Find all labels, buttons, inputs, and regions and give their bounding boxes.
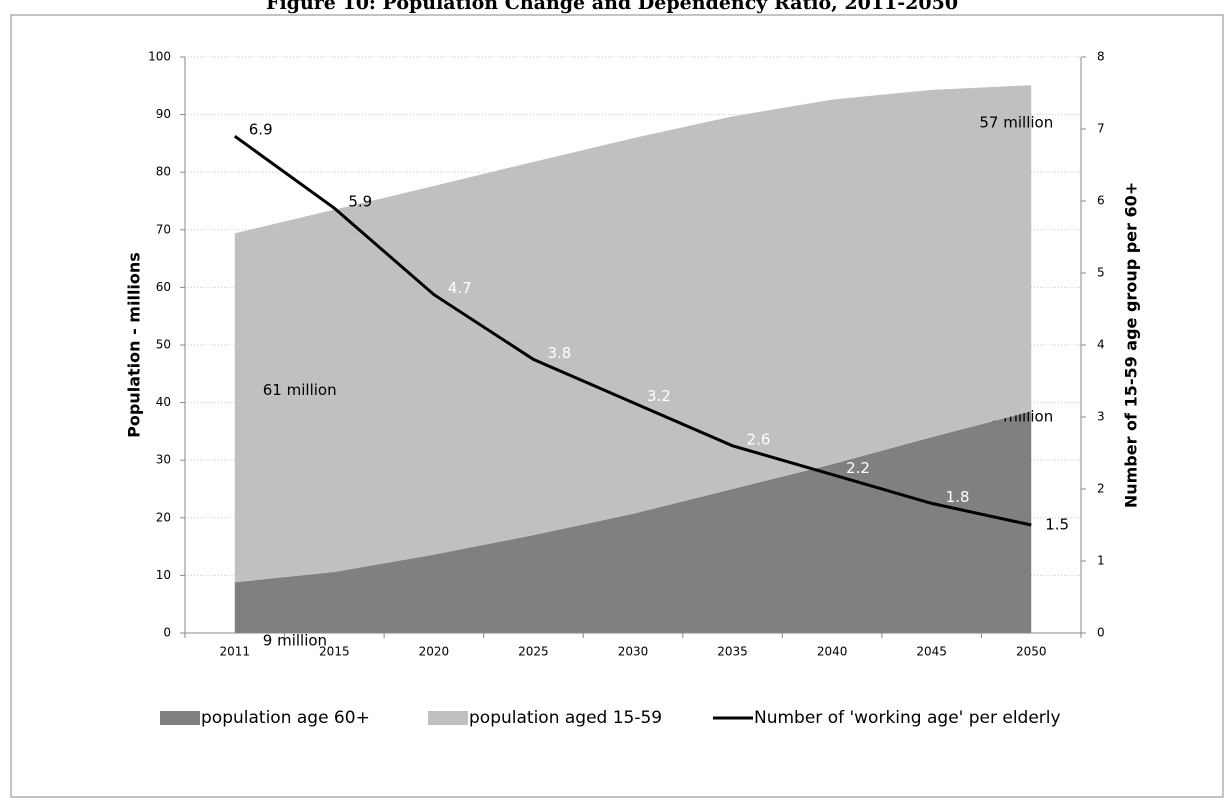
legend-swatch: [428, 711, 468, 725]
y-tick-label: 40: [156, 395, 171, 409]
chart-title: Figure 10: Population Change and Depende…: [266, 0, 958, 14]
y2-axis-label: Number of 15-59 age group per 60+: [1122, 182, 1141, 508]
legend-swatch: [160, 711, 200, 725]
y2-tick-label: 0: [1097, 626, 1105, 640]
y-tick-label: 10: [156, 568, 171, 582]
y2-tick-label: 8: [1097, 50, 1105, 64]
data-label: 1.5: [1045, 516, 1069, 534]
line: [233, 134, 1032, 527]
y2-tick-label: 4: [1097, 338, 1105, 352]
legend-label: Number of 'working age' per elderly: [754, 708, 1061, 728]
data-label: 4.7: [448, 279, 472, 297]
data-label: 9 million: [263, 632, 327, 650]
x-tick-label: 2050: [1016, 645, 1047, 659]
y-tick-label: 90: [156, 107, 171, 121]
y-axis-label: Population - millions: [125, 252, 144, 438]
x-tick-label: 2035: [717, 645, 748, 659]
y2-tick-label: 3: [1097, 410, 1105, 424]
y2-tick-label: 6: [1097, 194, 1105, 208]
area: [234, 85, 1032, 583]
data-label: 2.2: [846, 459, 870, 477]
data-label: 3.8: [547, 344, 571, 362]
data-label: 57 million: [979, 114, 1053, 132]
data-label: 6.9: [249, 121, 273, 139]
x-tick-label: 2045: [916, 645, 947, 659]
y-tick-label: 70: [156, 222, 171, 236]
y-tick-label: 50: [156, 338, 171, 352]
y2-tick-label: 1: [1097, 554, 1105, 568]
x-tick-label: 2025: [518, 645, 549, 659]
y2-tick-label: 5: [1097, 266, 1105, 280]
y-tick-label: 0: [163, 626, 171, 640]
data-label: 5.9: [348, 193, 372, 211]
legend-label: population aged 15-59: [469, 708, 662, 728]
x-tick-label: 2020: [419, 645, 450, 659]
data-label: 3.2: [647, 387, 671, 405]
data-label: 2.6: [747, 430, 771, 448]
legend-label: population age 60+: [201, 708, 370, 728]
y-tick-label: 20: [156, 510, 171, 524]
y2-tick-label: 7: [1097, 122, 1105, 136]
area: [234, 411, 1032, 633]
y-tick-label: 80: [156, 165, 171, 179]
data-label: 1.8: [946, 488, 970, 506]
chart-border: [10, 14, 1224, 798]
y-tick-label: 60: [156, 280, 171, 294]
y2-tick-label: 2: [1097, 482, 1105, 496]
x-tick-label: 2030: [618, 645, 649, 659]
x-tick-label: 2015: [319, 645, 350, 659]
x-tick-label: 2040: [817, 645, 848, 659]
x-tick-label: 2011: [220, 645, 251, 659]
data-label: 61 million: [263, 381, 337, 399]
y-tick-label: 30: [156, 453, 171, 467]
y-tick-label: 100: [148, 50, 171, 64]
